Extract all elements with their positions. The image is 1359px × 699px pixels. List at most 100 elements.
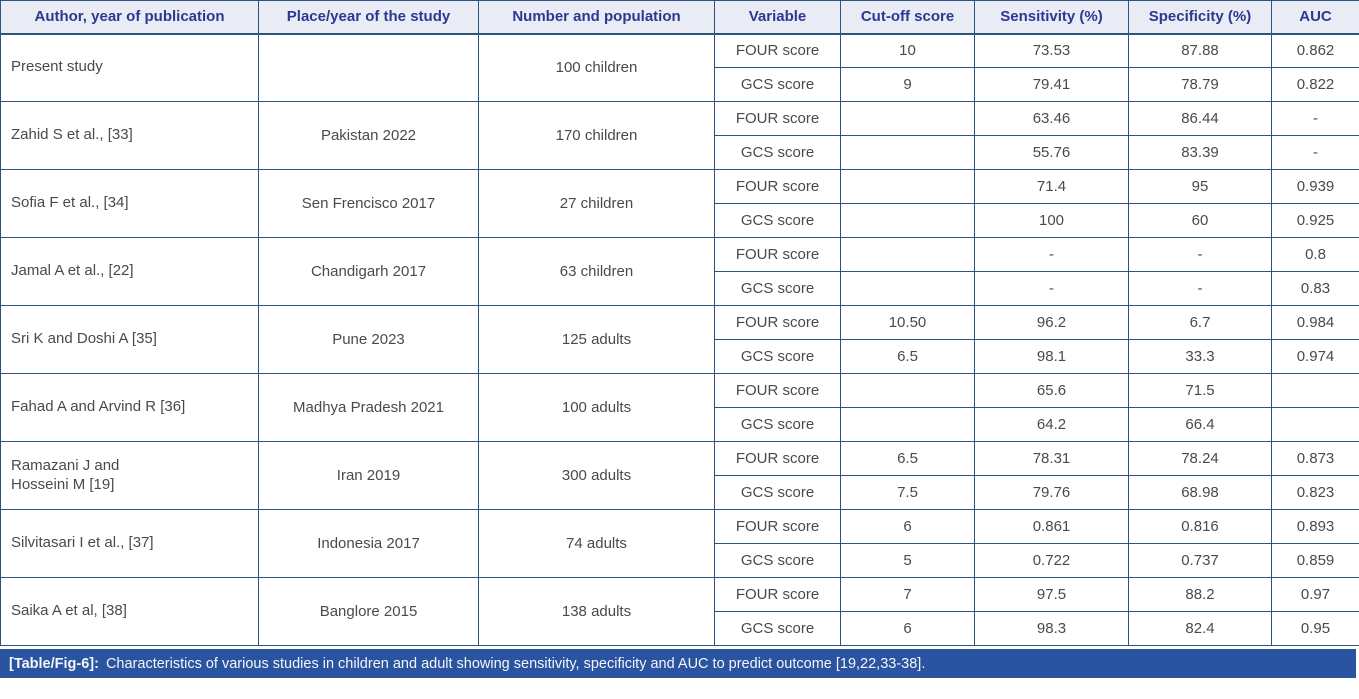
sensitivity-cell: 73.53	[974, 33, 1129, 68]
author-cell: Fahad A and Arvind R [36]	[0, 373, 259, 442]
header-row: Author, year of publication Place/year o…	[0, 0, 1359, 35]
specificity-cell: 78.79	[1128, 67, 1272, 102]
col-header-place: Place/year of the study	[258, 0, 479, 35]
auc-cell: 0.925	[1271, 203, 1359, 238]
variable-cell: GCS score	[714, 407, 841, 442]
specificity-cell: 0.816	[1128, 509, 1272, 544]
table-row: Jamal A et al., [22] Chandigarh 2017 63 ch…	[0, 237, 1359, 306]
table-row: GCS score 100 60 0.925	[1, 203, 1359, 238]
sensitivity-cell: 79.41	[974, 67, 1129, 102]
cutoff-cell: 6.5	[840, 441, 975, 476]
auc-cell: 0.974	[1271, 339, 1359, 374]
col-header-specificity: Specificity (%)	[1128, 0, 1272, 35]
auc-cell: 0.984	[1271, 305, 1359, 340]
auc-cell: 0.893	[1271, 509, 1359, 544]
table-row: Ramazani J and Hosseini M [19] Iran 2019 3…	[0, 441, 1359, 510]
sensitivity-cell: 100	[974, 203, 1129, 238]
auc-cell: 0.859	[1271, 543, 1359, 578]
population-cell: 100 children	[478, 33, 715, 102]
variable-cell: FOUR score	[714, 305, 841, 340]
variable-cell: FOUR score	[714, 237, 841, 272]
auc-cell: 0.8	[1271, 237, 1359, 272]
variable-cell: GCS score	[714, 271, 841, 306]
cutoff-cell: 6	[840, 509, 975, 544]
table-row: GCS score 7.5 79.76 68.98 0.823	[1, 475, 1359, 510]
caption-label: [Table/Fig-6]:	[9, 655, 99, 672]
specificity-cell: 71.5	[1128, 373, 1272, 408]
table-row: Sofia F et al., [34] Sen Frencisco 2017 27…	[0, 169, 1359, 238]
auc-cell	[1271, 373, 1359, 408]
table-row: GCS score 6.5 98.1 33.3 0.974	[1, 339, 1359, 374]
specificity-cell: 86.44	[1128, 101, 1272, 136]
specificity-cell: 83.39	[1128, 135, 1272, 170]
variable-cell: FOUR score	[714, 441, 841, 476]
specificity-cell: 60	[1128, 203, 1272, 238]
specificity-cell: -	[1128, 271, 1272, 306]
sensitivity-cell: 71.4	[974, 169, 1129, 204]
auc-cell: 0.97	[1271, 577, 1359, 612]
cutoff-cell: 5	[840, 543, 975, 578]
variable-cell: GCS score	[714, 135, 841, 170]
place-cell: Chandigarh 2017	[258, 237, 479, 306]
specificity-cell: 87.88	[1128, 33, 1272, 68]
author-cell: Present study	[0, 33, 259, 102]
place-cell: Pakistan 2022	[258, 101, 479, 170]
table-row: GCS score 6 98.3 82.4 0.95	[1, 611, 1359, 646]
col-header-population: Number and population	[478, 0, 715, 35]
cutoff-cell: 10	[840, 33, 975, 68]
place-cell: Banglore 2015	[258, 577, 479, 646]
author-cell: Saika A et al, [38]	[0, 577, 259, 646]
sensitivity-cell: 98.1	[974, 339, 1129, 374]
cutoff-cell	[840, 101, 975, 136]
specificity-cell: 78.24	[1128, 441, 1272, 476]
place-cell: Sen Frencisco 2017	[258, 169, 479, 238]
col-header-author: Author, year of publication	[0, 0, 259, 35]
auc-cell: 0.939	[1271, 169, 1359, 204]
auc-cell: -	[1271, 101, 1359, 136]
cutoff-cell	[840, 169, 975, 204]
auc-cell: -	[1271, 135, 1359, 170]
variable-cell: GCS score	[714, 611, 841, 646]
population-cell: 27 children	[478, 169, 715, 238]
sensitivity-cell: 97.5	[974, 577, 1129, 612]
table-row: GCS score 9 79.41 78.79 0.822	[1, 67, 1359, 102]
specificity-cell: -	[1128, 237, 1272, 272]
sensitivity-cell: 79.76	[974, 475, 1129, 510]
place-cell: Madhya Pradesh 2021	[258, 373, 479, 442]
caption-text: Characteristics of various studies in ch…	[105, 655, 926, 672]
table-row: Present study 100 children FOUR score 10 73.…	[0, 33, 1359, 102]
table-row: GCS score 55.76 83.39-	[1, 135, 1359, 170]
place-cell: Indonesia 2017	[258, 509, 479, 578]
cutoff-cell	[840, 135, 975, 170]
variable-cell: FOUR score	[714, 577, 841, 612]
sensitivity-cell: -	[974, 237, 1129, 272]
author-cell: Ramazani J and Hosseini M [19]	[0, 441, 259, 510]
cutoff-cell: 7	[840, 577, 975, 612]
place-cell	[258, 33, 479, 102]
population-cell: 300 adults	[478, 441, 715, 510]
cutoff-cell: 6	[840, 611, 975, 646]
specificity-cell: 82.4	[1128, 611, 1272, 646]
author-cell: Jamal A et al., [22]	[0, 237, 259, 306]
cutoff-cell: 9	[840, 67, 975, 102]
specificity-cell: 95	[1128, 169, 1272, 204]
sensitivity-cell: 55.76	[974, 135, 1129, 170]
author-cell: Zahid S et al., [33]	[0, 101, 259, 170]
variable-cell: FOUR score	[714, 101, 841, 136]
cutoff-cell	[840, 237, 975, 272]
table-caption: [Table/Fig-6]: Characteristics of variou…	[0, 649, 1356, 678]
table-row: Fahad A and Arvind R [36] Madhya Pradesh …	[0, 373, 1359, 442]
sensitivity-cell: 96.2	[974, 305, 1129, 340]
auc-cell: 0.83	[1271, 271, 1359, 306]
population-cell: 170 children	[478, 101, 715, 170]
auc-cell: 0.862	[1271, 33, 1359, 68]
variable-cell: FOUR score	[714, 509, 841, 544]
sensitivity-cell: -	[974, 271, 1129, 306]
col-header-cutoff: Cut-off score	[840, 0, 975, 35]
population-cell: 100 adults	[478, 373, 715, 442]
studies-table: Author, year of publication Place/year o…	[0, 0, 1359, 646]
variable-cell: GCS score	[714, 339, 841, 374]
cutoff-cell	[840, 407, 975, 442]
sensitivity-cell: 0.722	[974, 543, 1129, 578]
variable-cell: GCS score	[714, 67, 841, 102]
